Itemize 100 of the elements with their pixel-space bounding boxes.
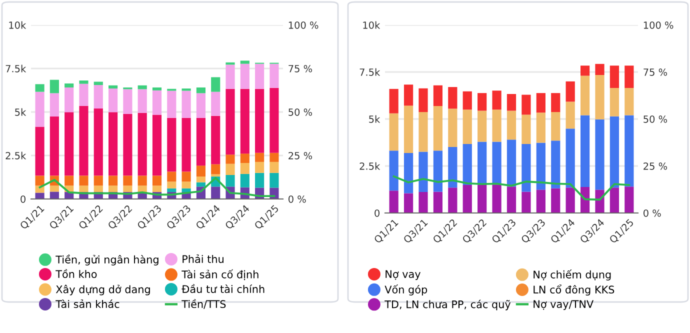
bar (50, 93, 59, 117)
legend-label: Tiền, gửi ngân hàng (56, 254, 158, 266)
bar (240, 88, 250, 154)
bar (196, 87, 206, 94)
bar (624, 115, 634, 187)
line-series (38, 176, 276, 198)
legend-label: Xây dựng dở dang (56, 284, 150, 296)
bar (448, 108, 458, 148)
bar (610, 188, 620, 213)
bar (595, 75, 604, 120)
legend-label: Tài sản khác (56, 299, 120, 308)
bar (418, 152, 428, 192)
bar (580, 76, 590, 116)
bar (522, 94, 531, 115)
bar (433, 192, 443, 213)
bar (462, 91, 472, 110)
bar (50, 116, 59, 176)
y-tick-label: 5k (369, 115, 380, 123)
bar (522, 114, 531, 144)
bar (138, 85, 147, 90)
y-tick-label: 10k (363, 21, 380, 29)
legend-label: TD, LN chưa PP, các quỹ (384, 300, 511, 310)
bar (50, 186, 59, 192)
bar (404, 193, 414, 213)
bar (536, 190, 546, 213)
bar (492, 142, 502, 185)
bar (478, 110, 487, 142)
bar (123, 114, 132, 176)
y2-tick-label: 75 % (288, 64, 312, 72)
bar (240, 64, 250, 89)
bar (79, 176, 88, 186)
bar (522, 192, 531, 213)
bar (240, 162, 250, 174)
bar (196, 93, 206, 118)
bar (108, 176, 118, 186)
bar (35, 176, 44, 186)
bar (255, 88, 264, 153)
bar (240, 174, 250, 188)
bar (255, 152, 264, 162)
bar (240, 60, 250, 64)
bar (566, 102, 575, 129)
bar (566, 81, 575, 102)
bar (182, 188, 191, 192)
bar (226, 174, 235, 187)
bar (167, 182, 176, 188)
legend-label: Tài sản cố định (182, 269, 258, 280)
bar (196, 166, 206, 177)
y-tick-label: 2.5k (360, 162, 380, 170)
bar (418, 192, 428, 213)
y2-tick-label: 0 % (288, 195, 306, 203)
bar (404, 106, 414, 154)
legend-label: Tiền/TTS (182, 299, 226, 309)
bar (182, 90, 191, 118)
bar (448, 87, 458, 109)
legend-label: Phải thu (182, 254, 224, 264)
bar (167, 188, 176, 192)
bar (167, 118, 176, 172)
bar (79, 186, 88, 192)
bar (123, 186, 132, 192)
y2-tick-label: 25 % (644, 162, 668, 170)
legend-label: Nợ vay (386, 270, 421, 280)
bar (167, 90, 176, 118)
bar (50, 80, 59, 94)
bar (226, 164, 235, 175)
bar (595, 119, 604, 190)
bar (624, 88, 634, 116)
bar (389, 150, 398, 191)
bar (35, 92, 44, 127)
bar (167, 172, 176, 182)
bar (448, 188, 458, 213)
bar (389, 190, 398, 213)
bar (152, 114, 162, 176)
bar (123, 89, 132, 114)
bar (551, 188, 560, 213)
bar (580, 115, 590, 188)
bar (624, 186, 634, 213)
bar (123, 176, 132, 186)
legend-label: LN cổ đông KKS (534, 284, 614, 296)
bar (536, 112, 546, 143)
bar (226, 154, 235, 164)
bar (566, 128, 575, 188)
bar (94, 186, 103, 192)
bar (610, 66, 620, 88)
bar (595, 64, 604, 76)
legend-label: Vốn góp (384, 284, 428, 296)
bar (64, 83, 74, 88)
bar (404, 153, 414, 194)
bar (506, 94, 516, 111)
bar (226, 62, 235, 65)
bar (566, 188, 575, 213)
y-tick-label: 7.5k (6, 64, 26, 72)
y2-tick-label: 100 % (288, 21, 318, 29)
bar (551, 93, 560, 112)
bar (226, 88, 235, 155)
bar (94, 85, 103, 109)
bar (196, 182, 206, 187)
bar (108, 186, 118, 192)
bar (182, 182, 191, 188)
bar (418, 88, 428, 112)
y2-tick-label: 0 % (644, 209, 661, 217)
